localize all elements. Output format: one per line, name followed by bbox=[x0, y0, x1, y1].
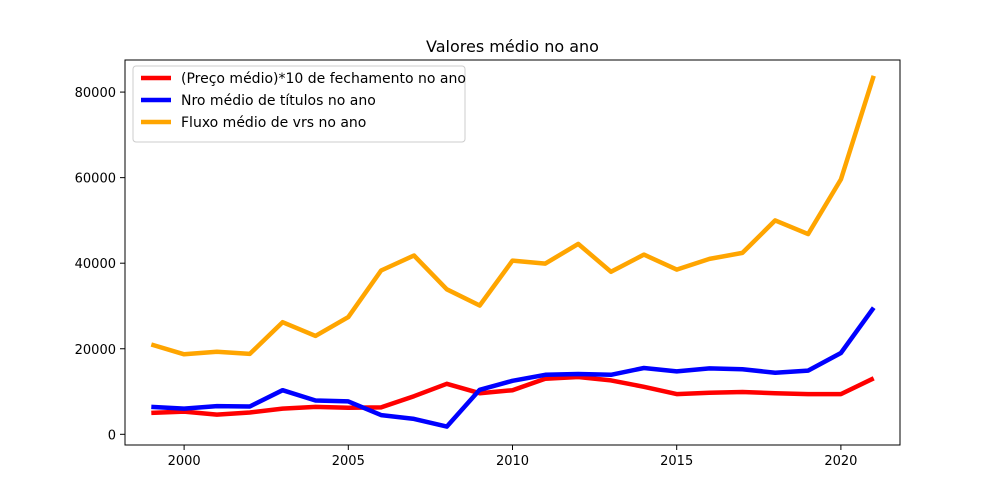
x-tick-label: 2010 bbox=[496, 454, 529, 469]
x-tick-label: 2015 bbox=[660, 454, 693, 469]
y-axis: 0 20000 40000 60000 80000 bbox=[75, 86, 125, 443]
legend-label-3: Fluxo médio de vrs no ano bbox=[181, 115, 366, 131]
y-tick-label: 40000 bbox=[75, 257, 116, 272]
y-tick-label: 20000 bbox=[75, 343, 116, 358]
x-tick-label: 2020 bbox=[824, 454, 857, 469]
x-tick-label: 2000 bbox=[168, 454, 201, 469]
series-line-1 bbox=[151, 374, 875, 417]
chart-title: Valores médio no ano bbox=[426, 37, 599, 56]
legend-box bbox=[132, 65, 466, 143]
y-tick-label: 60000 bbox=[75, 172, 116, 187]
x-tick-label: 2005 bbox=[332, 454, 365, 469]
y-tick-label: 80000 bbox=[75, 86, 116, 101]
series-line-2 bbox=[151, 306, 876, 429]
legend: (Preço médio)*10 de fechamento no ano Nro… bbox=[132, 65, 466, 143]
series-layer bbox=[150, 75, 876, 429]
series-line-3 bbox=[150, 75, 876, 357]
x-axis: 2000 2005 2010 2015 2020 bbox=[168, 445, 857, 469]
y-tick-label: 0 bbox=[108, 428, 116, 443]
legend-label-2: Nro médio de títulos no ano bbox=[181, 93, 376, 109]
legend-label-1: (Preço médio)*10 de fechamento no ano bbox=[181, 71, 466, 87]
